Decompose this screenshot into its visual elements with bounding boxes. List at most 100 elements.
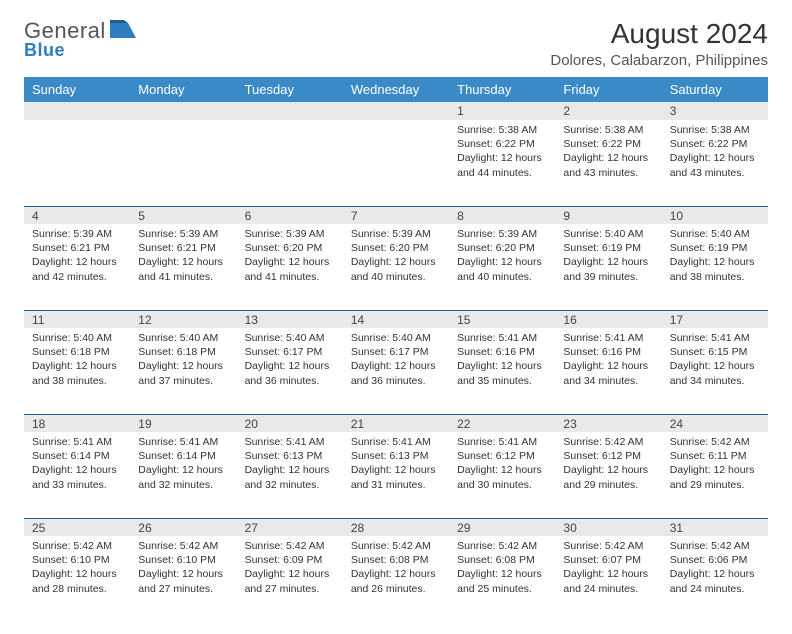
- weekday-header: Monday: [130, 77, 236, 102]
- day-cell: [343, 120, 449, 206]
- sunrise-text: Sunrise: 5:39 AM: [32, 227, 122, 241]
- daylight-text-1: Daylight: 12 hours: [138, 567, 228, 581]
- daylight-text-2: and 34 minutes.: [670, 374, 760, 388]
- daynum-row: 45678910: [24, 206, 768, 224]
- daylight-text-1: Daylight: 12 hours: [32, 255, 122, 269]
- day-number: 2: [555, 102, 661, 120]
- day-number: 15: [449, 310, 555, 328]
- sunset-text: Sunset: 6:19 PM: [670, 241, 760, 255]
- daylight-text-1: Daylight: 12 hours: [351, 567, 441, 581]
- sunset-text: Sunset: 6:14 PM: [138, 449, 228, 463]
- day-cell: Sunrise: 5:42 AMSunset: 6:08 PMDaylight:…: [343, 536, 449, 622]
- day-cell: Sunrise: 5:39 AMSunset: 6:20 PMDaylight:…: [449, 224, 555, 310]
- sunset-text: Sunset: 6:08 PM: [457, 553, 547, 567]
- day-number: 24: [662, 414, 768, 432]
- sunset-text: Sunset: 6:08 PM: [351, 553, 441, 567]
- sunrise-text: Sunrise: 5:42 AM: [32, 539, 122, 553]
- daylight-text-1: Daylight: 12 hours: [563, 567, 653, 581]
- daylight-text-2: and 25 minutes.: [457, 582, 547, 596]
- content-row: Sunrise: 5:40 AMSunset: 6:18 PMDaylight:…: [24, 328, 768, 414]
- daylight-text-1: Daylight: 12 hours: [351, 359, 441, 373]
- sunset-text: Sunset: 6:17 PM: [245, 345, 335, 359]
- day-number: 12: [130, 310, 236, 328]
- daylight-text-1: Daylight: 12 hours: [563, 359, 653, 373]
- calendar-table: Sunday Monday Tuesday Wednesday Thursday…: [24, 77, 768, 622]
- content-row: Sunrise: 5:38 AMSunset: 6:22 PMDaylight:…: [24, 120, 768, 206]
- day-number: 27: [237, 518, 343, 536]
- day-number: 31: [662, 518, 768, 536]
- sunrise-text: Sunrise: 5:38 AM: [670, 123, 760, 137]
- sunset-text: Sunset: 6:12 PM: [563, 449, 653, 463]
- daylight-text-1: Daylight: 12 hours: [670, 567, 760, 581]
- day-cell: Sunrise: 5:40 AMSunset: 6:19 PMDaylight:…: [662, 224, 768, 310]
- sunrise-text: Sunrise: 5:40 AM: [138, 331, 228, 345]
- day-number: [343, 102, 449, 120]
- daylight-text-1: Daylight: 12 hours: [138, 359, 228, 373]
- daylight-text-2: and 38 minutes.: [670, 270, 760, 284]
- daylight-text-2: and 43 minutes.: [670, 166, 760, 180]
- sunset-text: Sunset: 6:07 PM: [563, 553, 653, 567]
- daylight-text-1: Daylight: 12 hours: [32, 359, 122, 373]
- content-row: Sunrise: 5:42 AMSunset: 6:10 PMDaylight:…: [24, 536, 768, 622]
- day-number: 5: [130, 206, 236, 224]
- sunset-text: Sunset: 6:10 PM: [32, 553, 122, 567]
- sunrise-text: Sunrise: 5:42 AM: [563, 435, 653, 449]
- sunset-text: Sunset: 6:22 PM: [563, 137, 653, 151]
- location-subtitle: Dolores, Calabarzon, Philippines: [550, 52, 768, 69]
- daylight-text-1: Daylight: 12 hours: [457, 567, 547, 581]
- day-cell: Sunrise: 5:42 AMSunset: 6:10 PMDaylight:…: [24, 536, 130, 622]
- sunrise-text: Sunrise: 5:40 AM: [245, 331, 335, 345]
- daylight-text-1: Daylight: 12 hours: [563, 463, 653, 477]
- weekday-header: Saturday: [662, 77, 768, 102]
- day-number: 16: [555, 310, 661, 328]
- day-cell: Sunrise: 5:38 AMSunset: 6:22 PMDaylight:…: [555, 120, 661, 206]
- daylight-text-2: and 37 minutes.: [138, 374, 228, 388]
- daynum-row: 11121314151617: [24, 310, 768, 328]
- sunrise-text: Sunrise: 5:42 AM: [351, 539, 441, 553]
- sunset-text: Sunset: 6:13 PM: [245, 449, 335, 463]
- day-cell: Sunrise: 5:42 AMSunset: 6:07 PMDaylight:…: [555, 536, 661, 622]
- day-number: [237, 102, 343, 120]
- sunrise-text: Sunrise: 5:39 AM: [457, 227, 547, 241]
- day-cell: Sunrise: 5:39 AMSunset: 6:20 PMDaylight:…: [343, 224, 449, 310]
- sunrise-text: Sunrise: 5:39 AM: [245, 227, 335, 241]
- sunrise-text: Sunrise: 5:39 AM: [351, 227, 441, 241]
- sunrise-text: Sunrise: 5:42 AM: [670, 435, 760, 449]
- day-cell: Sunrise: 5:41 AMSunset: 6:13 PMDaylight:…: [237, 432, 343, 518]
- daylight-text-2: and 36 minutes.: [245, 374, 335, 388]
- day-cell: Sunrise: 5:41 AMSunset: 6:16 PMDaylight:…: [449, 328, 555, 414]
- daylight-text-1: Daylight: 12 hours: [670, 255, 760, 269]
- daylight-text-2: and 27 minutes.: [245, 582, 335, 596]
- daylight-text-1: Daylight: 12 hours: [457, 359, 547, 373]
- day-cell: Sunrise: 5:40 AMSunset: 6:18 PMDaylight:…: [24, 328, 130, 414]
- day-cell: Sunrise: 5:40 AMSunset: 6:17 PMDaylight:…: [343, 328, 449, 414]
- sunset-text: Sunset: 6:22 PM: [457, 137, 547, 151]
- daylight-text-1: Daylight: 12 hours: [245, 567, 335, 581]
- day-cell: Sunrise: 5:39 AMSunset: 6:20 PMDaylight:…: [237, 224, 343, 310]
- day-number: [130, 102, 236, 120]
- daynum-row: 25262728293031: [24, 518, 768, 536]
- sunset-text: Sunset: 6:16 PM: [457, 345, 547, 359]
- daylight-text-1: Daylight: 12 hours: [563, 151, 653, 165]
- day-cell: Sunrise: 5:42 AMSunset: 6:10 PMDaylight:…: [130, 536, 236, 622]
- daylight-text-1: Daylight: 12 hours: [457, 463, 547, 477]
- daylight-text-1: Daylight: 12 hours: [351, 463, 441, 477]
- daylight-text-2: and 27 minutes.: [138, 582, 228, 596]
- day-cell: Sunrise: 5:40 AMSunset: 6:18 PMDaylight:…: [130, 328, 236, 414]
- daylight-text-2: and 29 minutes.: [563, 478, 653, 492]
- title-block: August 2024 Dolores, Calabarzon, Philipp…: [550, 18, 768, 69]
- daylight-text-2: and 26 minutes.: [351, 582, 441, 596]
- daylight-text-2: and 33 minutes.: [32, 478, 122, 492]
- day-number: 18: [24, 414, 130, 432]
- sunrise-text: Sunrise: 5:42 AM: [563, 539, 653, 553]
- sunrise-text: Sunrise: 5:40 AM: [32, 331, 122, 345]
- day-number: [24, 102, 130, 120]
- daylight-text-2: and 41 minutes.: [245, 270, 335, 284]
- sunset-text: Sunset: 6:13 PM: [351, 449, 441, 463]
- content-row: Sunrise: 5:41 AMSunset: 6:14 PMDaylight:…: [24, 432, 768, 518]
- sunrise-text: Sunrise: 5:38 AM: [457, 123, 547, 137]
- day-cell: [24, 120, 130, 206]
- day-cell: Sunrise: 5:41 AMSunset: 6:12 PMDaylight:…: [449, 432, 555, 518]
- day-cell: Sunrise: 5:38 AMSunset: 6:22 PMDaylight:…: [662, 120, 768, 206]
- sunrise-text: Sunrise: 5:40 AM: [351, 331, 441, 345]
